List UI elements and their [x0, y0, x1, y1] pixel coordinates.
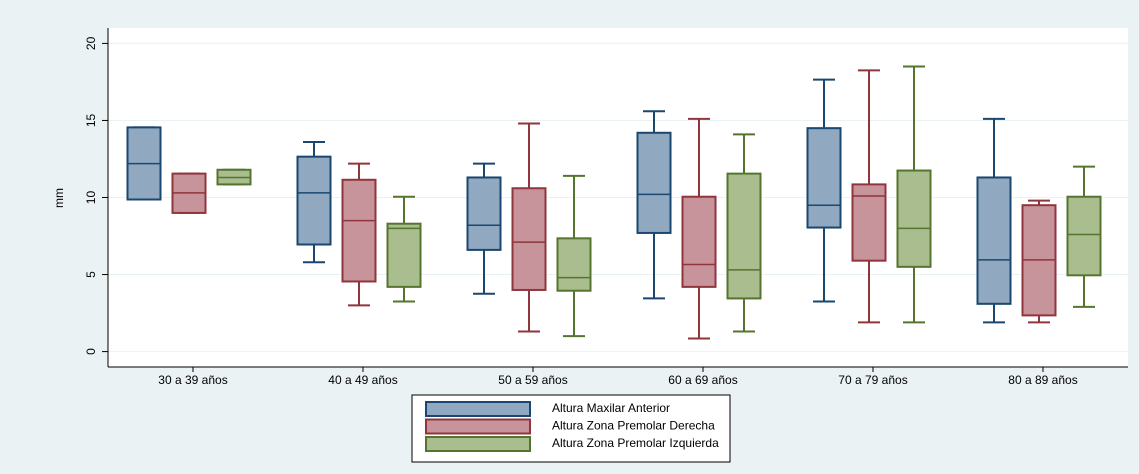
x-tick-label: 40 a 49 años: [328, 373, 397, 387]
y-tick-label: 10: [84, 191, 98, 205]
x-tick-label: 50 a 59 años: [498, 373, 567, 387]
x-tick-label: 30 a 39 años: [158, 373, 227, 387]
x-tick-label: 80 a 89 años: [1008, 373, 1077, 387]
legend-swatch: [425, 436, 531, 452]
legend-swatch: [425, 418, 531, 435]
y-tick-label: 5: [84, 271, 98, 278]
box: [466, 176, 502, 251]
x-tick-label: 70 a 79 años: [838, 373, 907, 387]
box: [976, 176, 1012, 305]
legend-label: Altura Zona Premolar Izquierda: [552, 436, 719, 450]
box: [1066, 195, 1102, 277]
legend-swatch: [425, 401, 531, 417]
box: [636, 131, 672, 234]
box: [296, 155, 332, 246]
x-tick-label: 60 a 69 años: [668, 373, 737, 387]
box: [851, 183, 887, 262]
legend-label: Altura Zona Premolar Derecha: [552, 419, 715, 433]
box: [386, 222, 422, 288]
box: [511, 187, 547, 291]
y-tick-label: 20: [84, 36, 98, 50]
box: [341, 178, 377, 283]
y-tick-label: 0: [84, 348, 98, 355]
box: [896, 169, 932, 268]
box: [726, 172, 762, 300]
y-axis-label: mm: [52, 188, 66, 208]
box: [806, 127, 842, 229]
box: [556, 237, 592, 292]
legend-label: Altura Maxilar Anterior: [552, 401, 670, 415]
y-tick-label: 15: [84, 113, 98, 127]
box: [681, 195, 717, 288]
